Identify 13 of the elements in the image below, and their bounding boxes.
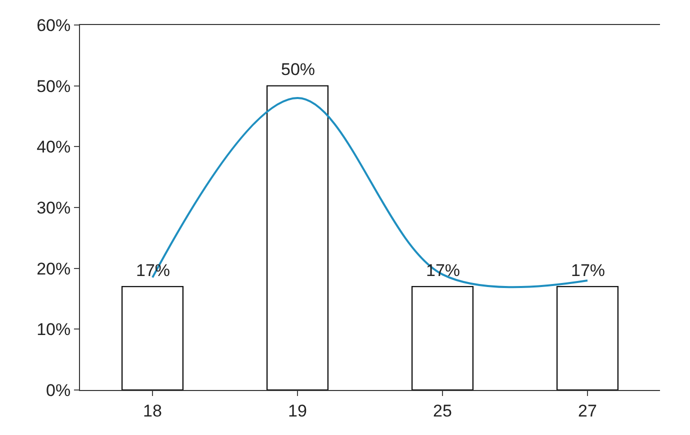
x-tick-label: 19: [288, 401, 307, 420]
x-tick-label: 25: [433, 401, 452, 420]
data-label: 50%: [281, 60, 316, 79]
y-tick-label: 0%: [46, 380, 71, 400]
y-tick-label: 20%: [36, 259, 71, 278]
y-tick-label: 50%: [36, 76, 71, 96]
y-tick-label: 10%: [36, 320, 71, 340]
x-tick-label: 27: [578, 401, 597, 420]
y-tick-label: 40%: [36, 138, 71, 157]
y-tick-label: 60%: [36, 16, 71, 35]
x-tick-label: 18: [143, 401, 162, 420]
y-tick-label: 30%: [36, 198, 71, 218]
data-label: 17%: [571, 261, 606, 280]
